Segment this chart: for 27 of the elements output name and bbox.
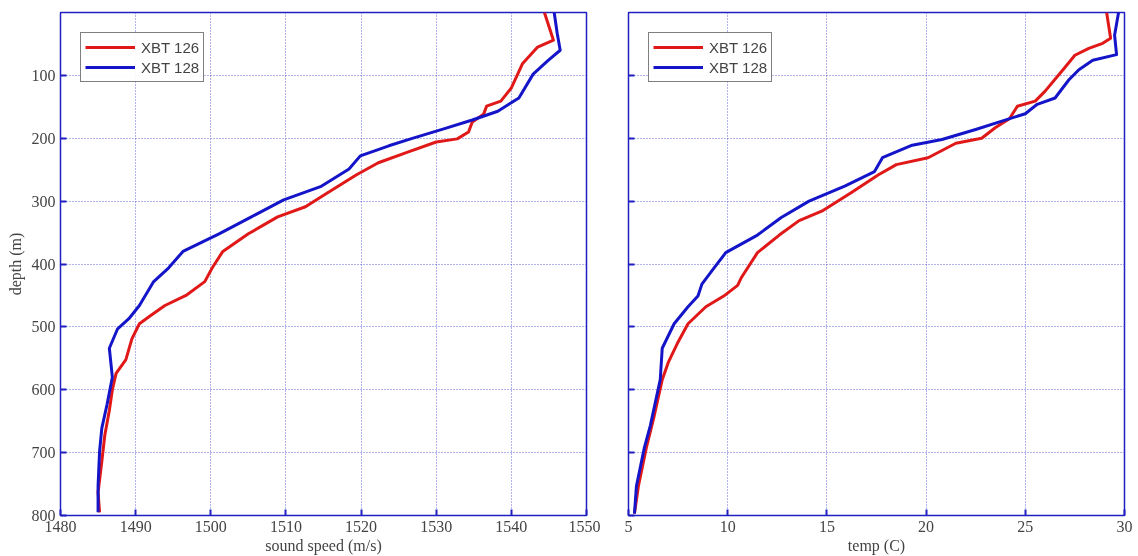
y-axis-title: depth (m) [6, 232, 25, 296]
legend-label: XBT 128 [709, 58, 768, 76]
x-tick-label: 15 [818, 517, 835, 535]
y-tick-label: 100 [31, 66, 56, 84]
x-tick-label: 1540 [495, 517, 528, 535]
y-tick-label: 600 [31, 381, 56, 399]
y-tick-label: 400 [31, 255, 56, 273]
x-tick-label: 1520 [345, 517, 378, 535]
x-tick-label: 30 [1116, 517, 1133, 535]
y-tick-label: 700 [31, 444, 56, 462]
x-axis-title: temp (C) [847, 536, 906, 555]
legend-label: XBT 128 [141, 58, 200, 76]
legend-label: XBT 126 [141, 38, 200, 56]
x-tick-label: 25 [1017, 517, 1034, 535]
y-tick-label: 300 [31, 192, 56, 210]
x-tick-label: 1530 [420, 517, 453, 535]
x-tick-label: 20 [918, 517, 935, 535]
x-tick-label: 1490 [119, 517, 152, 535]
legend-label: XBT 126 [709, 38, 768, 56]
x-tick-label: 1500 [194, 517, 227, 535]
x-tick-label: 5 [624, 517, 633, 535]
y-tick-label: 500 [31, 318, 56, 336]
x-tick-label: 10 [719, 517, 736, 535]
x-tick-label: 1550 [568, 517, 601, 535]
x-tick-label: 1510 [269, 517, 302, 535]
y-tick-label: 200 [31, 129, 56, 147]
x-axis-title: sound speed (m/s) [265, 536, 382, 555]
